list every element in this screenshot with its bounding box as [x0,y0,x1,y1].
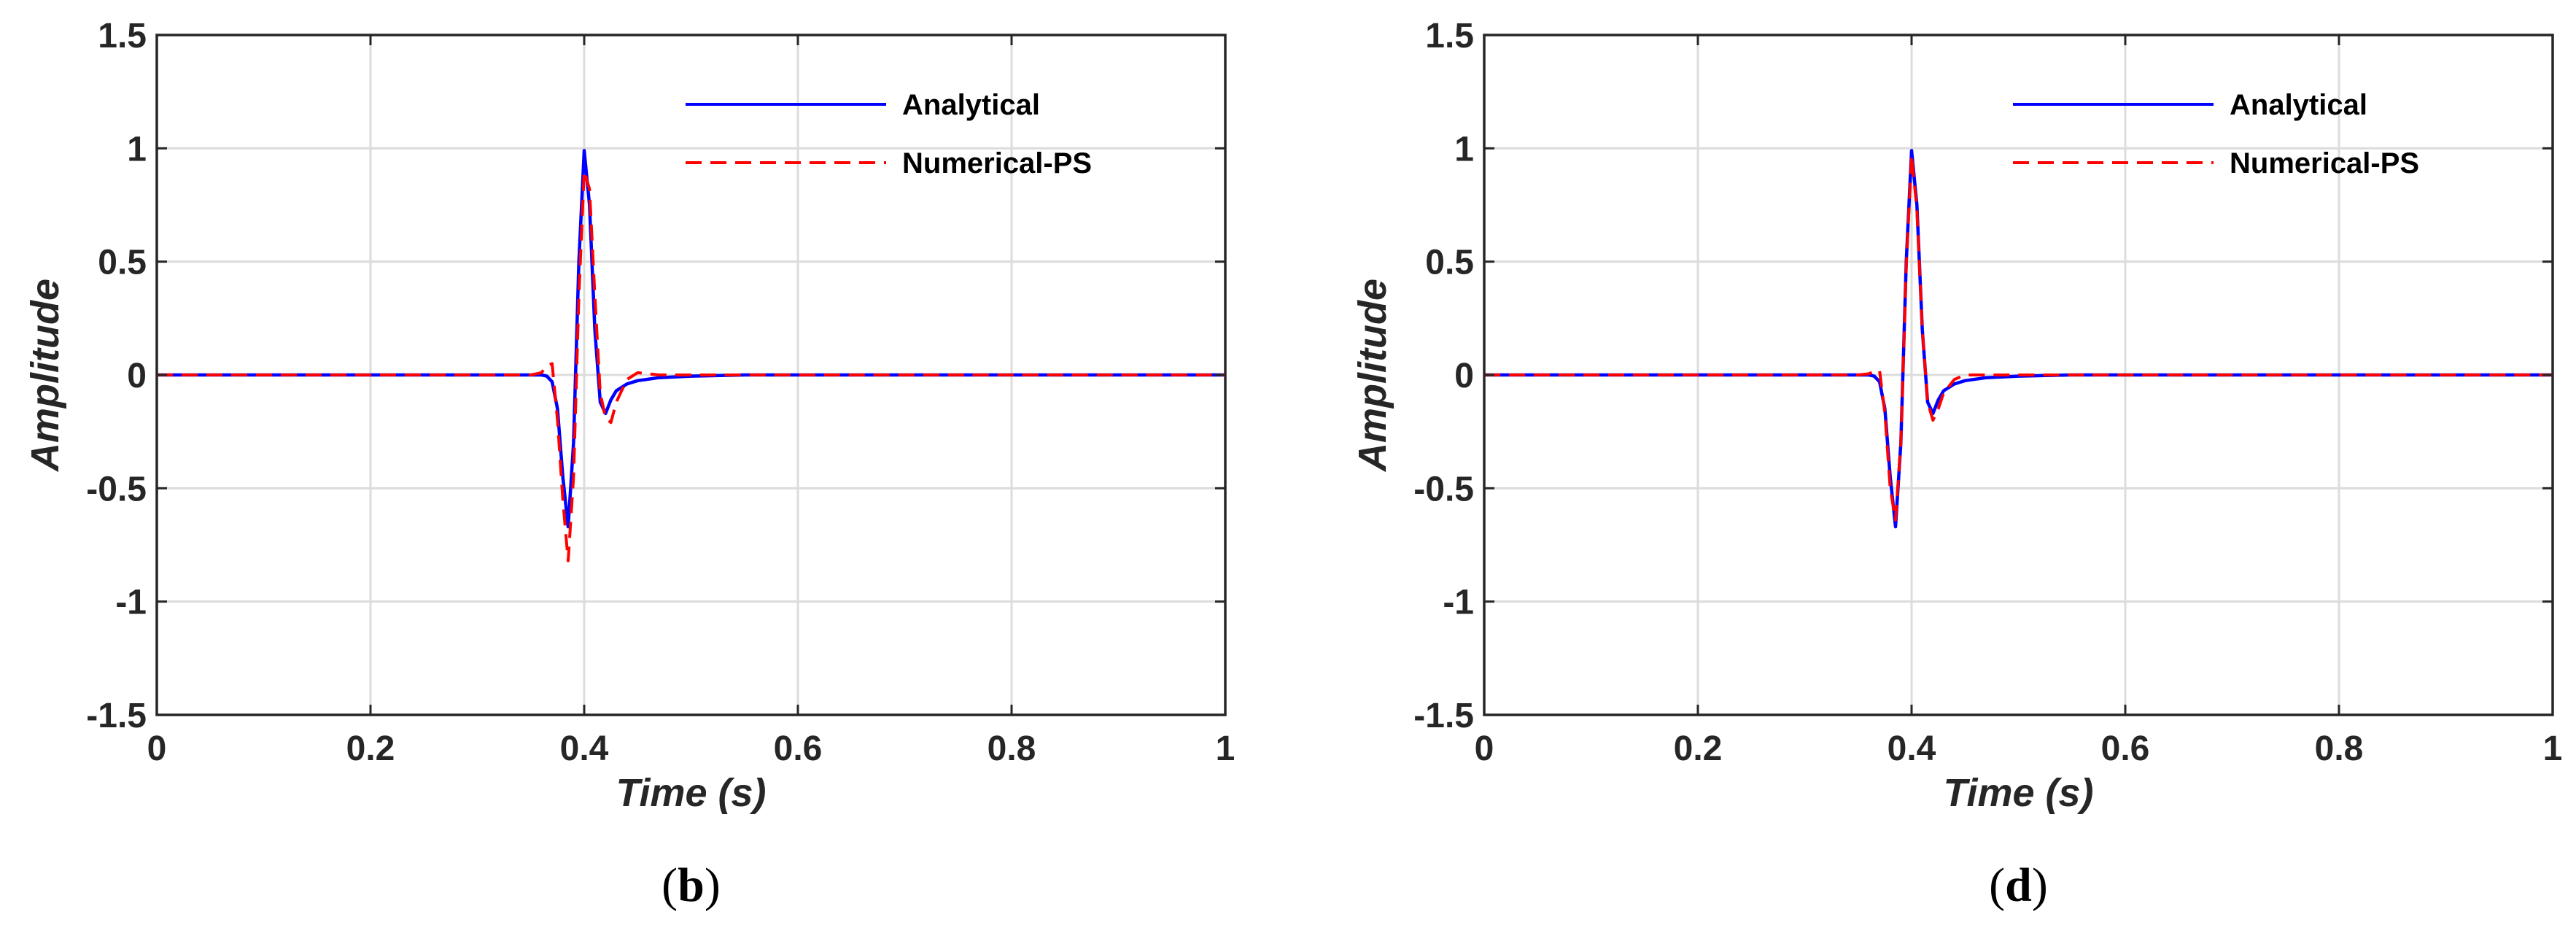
y-tick-label: -0.5 [1413,470,1474,508]
x-tick-label: 0.4 [1888,729,1936,768]
x-tick-label: 0.6 [2101,729,2150,768]
y-tick-label: 0.5 [98,244,147,282]
panel-caption-letter: d [2005,859,2032,912]
series-line-numerical-ps [157,169,1225,562]
panel-caption-letter: b [678,859,705,912]
x-tick-label: 0 [1475,729,1494,768]
y-tick-label: 0 [127,357,147,395]
y-tick-label: -1.5 [1413,697,1474,735]
legend-label-analytical: Analytical [902,89,1040,121]
y-tick-label: -1 [1443,584,1474,622]
x-tick-label: 0.4 [560,729,609,768]
x-tick-label: 1 [1216,729,1235,768]
panel-d: 0 0.2 0.4 0.6 0.8 1 -1.5 -1 -0.5 0 0.5 1 1.5 Time (… [1351,17,2562,912]
series-line-analytical [1484,149,2553,529]
y-tick-label: -0.5 [86,470,147,508]
x-axis-label: Time (s) [1943,771,2093,815]
x-tick-labels: 0 0.2 0.4 0.6 0.8 1 [1475,729,2563,768]
x-tick-label: 0.8 [988,729,1036,768]
panel-b: 0 0.2 0.4 0.6 0.8 1 -1.5 -1 -0.5 0 0.5 1 1.5 Time (… [23,17,1235,912]
x-tick-label: 0.8 [2315,729,2364,768]
series-line-analytical [157,149,1225,529]
y-axis-label: Amplitude [1351,279,1394,473]
legend: Analytical Numerical-PS [686,89,1092,179]
legend-label-numerical-ps: Numerical-PS [902,147,1092,179]
y-tick-label: 1 [127,130,147,169]
y-tick-label: -1.5 [86,697,147,735]
x-tick-label: 1 [2543,729,2563,768]
legend-label-numerical-ps: Numerical-PS [2230,147,2419,179]
panel-caption: (d) [1989,859,2048,912]
y-tick-labels: -1.5 -1 -0.5 0 0.5 1 1.5 [1413,17,1474,735]
x-tick-label: 0 [147,729,167,768]
series-lines [157,149,1225,562]
x-tick-label: 0.2 [1674,729,1723,768]
y-axis-label: Amplitude [23,279,67,473]
legend: Analytical Numerical-PS [2013,89,2419,179]
y-tick-label: 0 [1454,357,1474,395]
y-tick-label: 1.5 [98,17,147,55]
x-tick-label: 0.6 [774,729,823,768]
x-axis-label: Time (s) [616,771,766,815]
series-line-numerical-ps [1484,153,2553,522]
y-tick-label: 1 [1454,130,1474,169]
y-tick-label: -1 [115,584,147,622]
y-tick-labels: -1.5 -1 -0.5 0 0.5 1 1.5 [86,17,147,735]
panel-caption: (b) [662,859,721,912]
legend-label-analytical: Analytical [2230,89,2367,121]
series-lines [1484,149,2553,529]
y-tick-label: 1.5 [1425,17,1474,55]
x-tick-label: 0.2 [346,729,395,768]
y-tick-label: 0.5 [1425,244,1474,282]
x-tick-labels: 0 0.2 0.4 0.6 0.8 1 [147,729,1235,768]
